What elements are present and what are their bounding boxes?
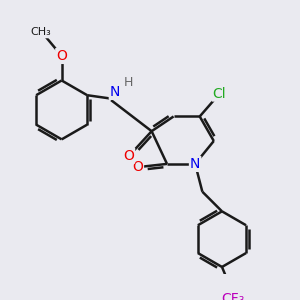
- Text: N: N: [110, 85, 120, 99]
- Text: O: O: [123, 149, 134, 163]
- Text: O: O: [56, 49, 67, 63]
- Text: H: H: [124, 76, 134, 88]
- Text: CF₃: CF₃: [222, 292, 245, 300]
- Text: Cl: Cl: [212, 87, 226, 100]
- Text: O: O: [132, 160, 143, 173]
- Text: N: N: [190, 157, 200, 171]
- Text: CH₃: CH₃: [30, 27, 51, 38]
